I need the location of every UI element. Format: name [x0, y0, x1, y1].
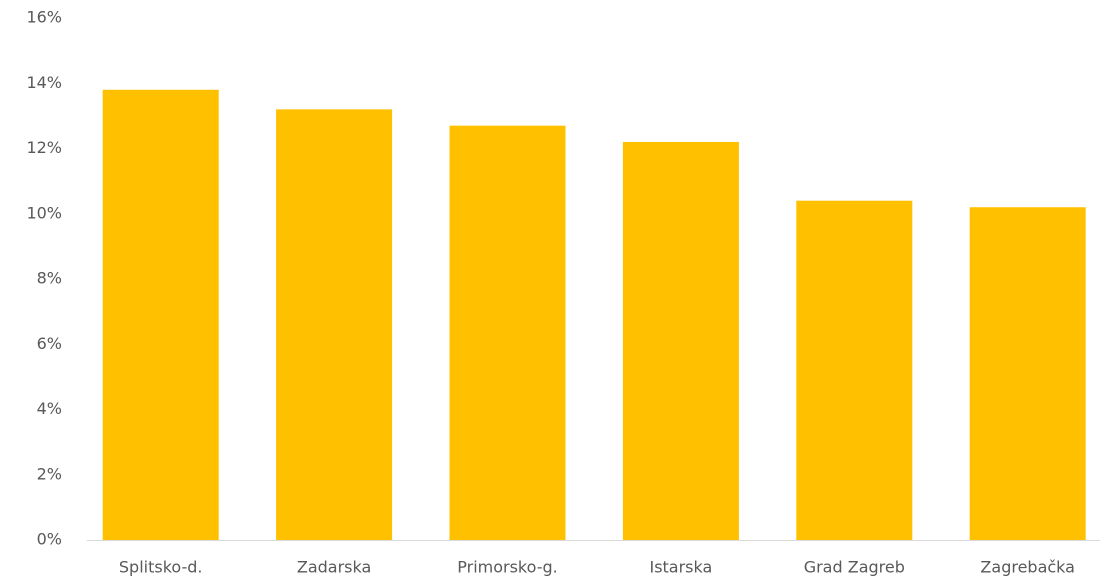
x-tick-label: Zadarska: [297, 558, 371, 577]
x-tick-label: Primorsko-g.: [457, 558, 557, 577]
x-tick-label: Istarska: [649, 558, 712, 577]
y-tick-label: 0%: [37, 530, 62, 549]
bar: [796, 200, 913, 540]
bar: [102, 89, 219, 541]
y-tick-label: 14%: [26, 73, 62, 92]
y-tick-label: 4%: [37, 399, 62, 418]
bar: [622, 141, 739, 540]
y-tick-label: 8%: [37, 269, 62, 288]
bar: [276, 109, 393, 540]
bar: [969, 207, 1086, 540]
bar: [449, 125, 566, 540]
y-tick-label: 6%: [37, 334, 62, 353]
y-tick-label: 10%: [26, 203, 62, 222]
x-tick-label: Splitsko-d.: [119, 558, 203, 577]
x-tick-label: Grad Zagreb: [804, 558, 905, 577]
y-tick-label: 12%: [26, 138, 62, 157]
y-tick-label: 16%: [26, 8, 62, 27]
y-tick-label: 2%: [37, 464, 62, 483]
x-tick-label: Zagrebačka: [980, 558, 1075, 577]
